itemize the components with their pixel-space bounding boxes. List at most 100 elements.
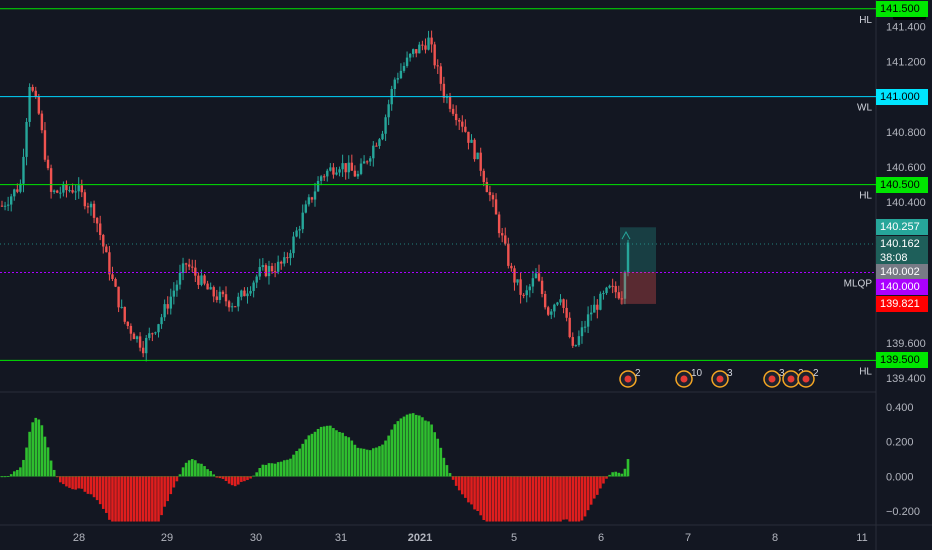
target-zone [620, 227, 656, 273]
histogram-bar [497, 476, 501, 522]
candle-body [599, 293, 602, 310]
candle-body [102, 234, 105, 247]
time-axis[interactable]: 28 29 30 31 2021 5 6 7 8 11 [73, 532, 868, 544]
candle-body [464, 126, 467, 132]
histogram-bar [338, 432, 341, 477]
price-tick-label: 141.200 [886, 57, 926, 69]
histogram-bar [537, 476, 541, 522]
histogram-bar [286, 459, 289, 477]
event-count: 3 [779, 368, 785, 379]
histogram-bar [430, 424, 433, 477]
candle-body [574, 345, 578, 347]
histogram-bar [120, 476, 123, 522]
candle-body [479, 152, 482, 171]
candle-body [433, 44, 436, 66]
arrow-up-icon [621, 231, 631, 240]
histogram-bar [605, 476, 608, 479]
candle-body [95, 217, 99, 224]
candle-body [338, 169, 341, 173]
histogram-bar [365, 449, 369, 477]
histogram-bar [25, 447, 28, 477]
histogram-bar [160, 476, 163, 516]
histogram-bar [206, 469, 209, 477]
histogram-bar [261, 464, 265, 477]
histogram-bar [559, 476, 562, 522]
histogram-bar [270, 463, 274, 477]
candle-body [347, 162, 350, 173]
candle-body [583, 326, 587, 328]
histogram-bar [169, 476, 173, 495]
candle-body [350, 162, 354, 171]
candle-body [396, 78, 400, 80]
candle-body [393, 79, 396, 89]
price-label: 140.162 [876, 235, 928, 252]
histogram-bar [433, 432, 436, 477]
candle-body [166, 304, 169, 309]
time-tick-label: 7 [685, 532, 691, 544]
candle-body [307, 197, 311, 205]
level-tag: HL [859, 366, 872, 377]
histogram-bar [267, 463, 271, 477]
histogram-bar [295, 450, 298, 477]
candle-body [74, 191, 77, 193]
oscillator-tick-label: −0.200 [886, 506, 920, 518]
candle-body [80, 185, 83, 193]
price-axis[interactable]: 141.400 141.200 140.800 140.600 140.400 139.6… [886, 21, 926, 385]
level-tag: MLQP [844, 278, 873, 289]
histogram-bar [65, 476, 68, 487]
economic-events[interactable]: 2103322 [619, 368, 819, 388]
candle-body [105, 246, 108, 253]
candle-body [120, 306, 123, 308]
histogram-bar [470, 476, 473, 505]
candle-body [212, 287, 215, 297]
histogram-bar [623, 468, 627, 477]
histogram-bar [368, 450, 372, 477]
candle-body [83, 192, 87, 207]
histogram-bar [626, 459, 630, 477]
candle-body [0, 205, 4, 207]
histogram-bar [372, 448, 375, 477]
candle-body [200, 275, 203, 285]
candle-body [49, 168, 53, 192]
histogram-bar [316, 428, 320, 477]
horizontal-levels[interactable]: HL WL HL MLQP HL [0, 8, 876, 378]
candle-body [381, 133, 384, 140]
histogram-bar [144, 476, 148, 522]
histogram-bar [436, 438, 440, 477]
candle-body [209, 287, 212, 290]
histogram-bar [491, 476, 495, 522]
candle-body [283, 257, 286, 264]
histogram-bar [473, 476, 476, 510]
candle-body [319, 176, 323, 181]
candle-body [252, 282, 255, 291]
candle-body [135, 336, 139, 340]
candle-body [611, 285, 614, 287]
histogram-bar [332, 428, 335, 477]
histogram-bar [111, 476, 114, 522]
histogram-bar [3, 476, 7, 478]
candle-body [249, 290, 252, 294]
histogram-bar [289, 458, 292, 477]
histogram-bar [46, 447, 50, 477]
position-tool[interactable] [620, 227, 656, 304]
histogram-bar [83, 476, 87, 492]
histogram-bar [203, 466, 206, 477]
histogram-bar [322, 426, 326, 477]
histogram-bar [476, 476, 479, 511]
candle-body [411, 49, 415, 54]
histogram-bar [77, 476, 81, 489]
histogram-bar [175, 476, 179, 482]
histogram-bar [92, 476, 96, 498]
candle-body [605, 287, 608, 294]
histogram-bar [129, 476, 133, 522]
histogram-bar [399, 418, 403, 477]
histogram-bar [172, 476, 176, 488]
candle-body [157, 324, 160, 333]
oscillator-axis[interactable]: 0.400 0.200 0.000 −0.200 [886, 402, 920, 518]
candle-body [353, 170, 357, 177]
candle-body [384, 117, 387, 134]
event-count: 2 [635, 368, 641, 379]
candle-body [454, 113, 458, 121]
